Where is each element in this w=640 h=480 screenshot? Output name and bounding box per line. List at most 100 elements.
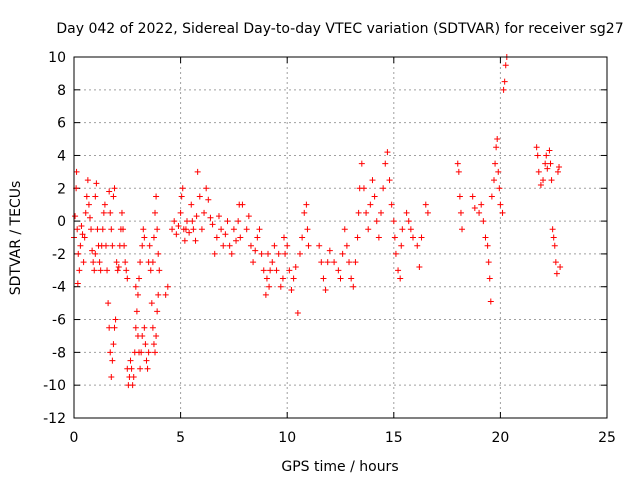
data-point: [107, 209, 114, 216]
data-point: [152, 349, 159, 356]
data-point: [94, 226, 101, 233]
data-point: [469, 193, 476, 200]
data-point: [85, 201, 92, 208]
data-point: [118, 209, 125, 216]
data-point: [121, 242, 128, 249]
data-point: [226, 242, 233, 249]
data-point: [485, 259, 492, 266]
data-point: [363, 209, 370, 216]
data-point: [169, 226, 176, 233]
data-point: [548, 177, 555, 184]
data-point: [305, 242, 312, 249]
data-point: [84, 177, 91, 184]
data-point: [113, 259, 120, 266]
data-point: [93, 180, 100, 187]
data-point: [549, 226, 556, 233]
data-point: [337, 275, 344, 282]
data-point: [454, 160, 461, 167]
data-point: [552, 259, 559, 266]
data-point: [365, 226, 372, 233]
data-point: [386, 177, 393, 184]
data-point: [346, 259, 353, 266]
data-point: [178, 193, 185, 200]
plot-frame: [73, 56, 608, 419]
data-point: [205, 196, 212, 203]
data-point: [183, 218, 190, 225]
data-point: [322, 287, 329, 294]
y-tick-label: -2: [52, 247, 66, 263]
data-point: [352, 259, 359, 266]
data-point: [207, 214, 214, 221]
data-point: [218, 226, 225, 233]
data-point: [456, 193, 463, 200]
data-point: [296, 250, 303, 257]
data-point: [266, 283, 273, 290]
data-point: [122, 259, 129, 266]
data-point: [106, 324, 113, 331]
data-point: [455, 168, 462, 175]
data-point: [495, 168, 502, 175]
data-point: [78, 223, 85, 230]
data-point: [100, 209, 107, 216]
data-point: [301, 209, 308, 216]
data-point: [147, 267, 154, 274]
y-tick-label: -10: [43, 378, 66, 394]
grid: [74, 57, 607, 418]
data-point: [369, 177, 376, 184]
data-point: [493, 144, 500, 151]
data-point: [414, 242, 421, 249]
y-axis-title: SDTVAR / TECUs: [8, 181, 24, 296]
data-point: [407, 226, 414, 233]
data-point: [211, 250, 218, 257]
data-point: [128, 365, 135, 372]
data-point: [115, 264, 122, 271]
data-point: [488, 193, 495, 200]
data-point: [286, 267, 293, 274]
data-point: [258, 250, 265, 257]
data-point: [108, 226, 115, 233]
data-point: [149, 259, 156, 266]
data-point: [88, 226, 95, 233]
data-point: [546, 147, 553, 154]
data-point: [91, 267, 98, 274]
data-point: [209, 221, 216, 228]
data-point: [397, 275, 404, 282]
data-point: [156, 267, 163, 274]
data-point: [476, 209, 483, 216]
data-point: [373, 218, 380, 225]
data-point: [138, 349, 145, 356]
data-point: [282, 250, 289, 257]
data-point: [269, 259, 276, 266]
chart-title: Day 042 of 2022, Sidereal Day-to-day VTE…: [56, 21, 623, 37]
data-point: [294, 309, 301, 316]
data-point: [97, 267, 104, 274]
data-point: [360, 185, 367, 192]
data-point: [491, 177, 498, 184]
data-point: [492, 160, 499, 167]
y-tick-label: -4: [52, 280, 66, 296]
data-point: [181, 237, 188, 244]
data-point: [502, 62, 509, 69]
data-point: [74, 280, 81, 287]
data-point: [75, 250, 82, 257]
data-point: [341, 226, 348, 233]
data-point: [499, 209, 506, 216]
data-point: [112, 316, 119, 323]
data-point: [262, 291, 269, 298]
data-point: [275, 250, 282, 257]
y-tick-label: 10: [48, 50, 66, 66]
data-point: [175, 223, 182, 230]
data-point: [123, 267, 130, 274]
data-point: [109, 357, 116, 364]
data-point: [153, 332, 160, 339]
data-point: [303, 201, 310, 208]
data-point: [145, 349, 152, 356]
data-point: [354, 234, 361, 241]
y-tick-label: 4: [57, 148, 66, 164]
data-point: [390, 218, 397, 225]
data-point: [324, 259, 331, 266]
data-point: [228, 250, 235, 257]
data-point: [378, 209, 385, 216]
data-point: [487, 298, 494, 305]
data-point: [388, 201, 395, 208]
